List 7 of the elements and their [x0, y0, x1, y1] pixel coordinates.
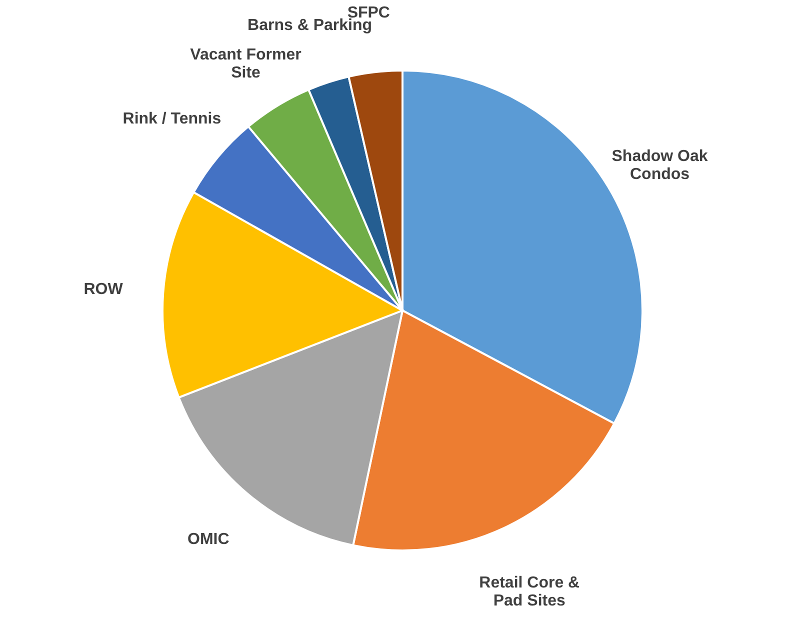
- slice-label: Rink / Tennis: [122, 110, 222, 128]
- slice-label: Retail Core & Pad Sites: [479, 574, 580, 610]
- slice-label: Shadow Oak Condos: [612, 148, 708, 184]
- slice-label: OMIC: [187, 531, 230, 548]
- slice-label: Vacant Former Site: [190, 46, 302, 82]
- slice-label: Barns & Parking: [248, 17, 372, 34]
- slice-label: ROW: [84, 280, 124, 298]
